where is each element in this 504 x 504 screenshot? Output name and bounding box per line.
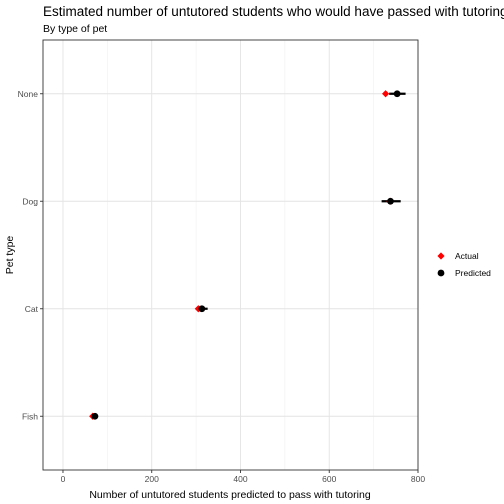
predicted-point [91,412,99,420]
x-tick-label: 800 [411,474,425,484]
actual-point [382,90,390,98]
y-tick-label: Dog [22,196,38,206]
x-tick-label: 600 [322,474,336,484]
y-axis-title: Pet type [4,236,16,275]
x-axis-title: Number of untutored students predicted t… [89,489,370,501]
y-tick-label: Fish [22,411,38,421]
y-tick-label: None [18,89,39,99]
legend: Actual Predicted [437,251,491,278]
predicted-point [393,90,401,98]
predicted-point [387,197,394,205]
x-tick-label: 200 [145,474,159,484]
legend-label-predicted: Predicted [455,268,491,278]
legend-label-actual: Actual [455,251,479,261]
plot-border [42,39,419,471]
plot-area: 0 200 400 600 800 Fish Cat Dog None [18,39,425,484]
y-tick-label: Cat [25,304,39,314]
legend-key-actual [437,252,445,260]
chart-title: Estimated number of untutored students w… [43,4,504,19]
plot-background [43,40,418,470]
predicted-point [198,305,206,313]
x-tick-label: 0 [61,474,66,484]
x-tick-label: 400 [233,474,247,484]
chart-subtitle: By type of pet [43,23,107,35]
legend-key-predicted [437,269,445,277]
